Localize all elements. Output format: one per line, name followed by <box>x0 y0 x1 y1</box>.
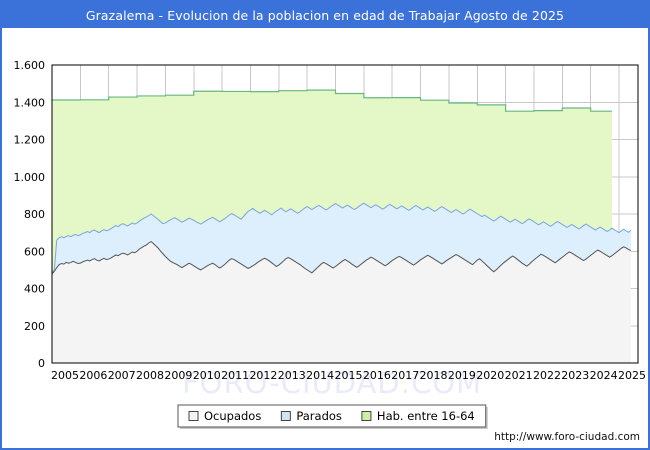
series-layer <box>51 89 632 363</box>
legend-swatch-3 <box>361 411 372 421</box>
x-axis-tick-label: 2022 <box>533 369 561 382</box>
y-axis-labels: 0 200 400 600 800 1.000 1.200 1.400 1.600 <box>14 59 46 370</box>
chart-area: FORO-CIUDAD.COM 0 200 400 600 800 1.000 1.200 1… <box>2 28 648 448</box>
y-axis-tick-label: 400 <box>24 283 45 296</box>
x-axis-tick-label: 2007 <box>108 369 136 382</box>
y-axis-tick-label: 600 <box>24 245 45 258</box>
x-axis-tick-label: 2019 <box>448 369 476 382</box>
plot-border <box>51 64 639 364</box>
source-url: http://www.foro-ciudad.com <box>494 431 640 443</box>
legend-label-3: Hab. entre 16-64 <box>377 409 475 423</box>
series-area-parados <box>52 203 631 274</box>
y-axis-tick-label: 1.200 <box>14 134 46 147</box>
series-line-ocupados <box>51 240 632 275</box>
y-axis-tick-label: 0 <box>38 357 45 370</box>
x-axis-tick-label: 2021 <box>505 369 533 382</box>
y-axis-tick-label: 1.600 <box>14 59 46 72</box>
y-axis-tick-label: 1.400 <box>14 96 46 109</box>
x-axis-tick-label: 2005 <box>51 369 79 382</box>
x-axis-tick-label: 2006 <box>79 369 107 382</box>
x-axis-tick-label: 2011 <box>221 369 249 382</box>
series-line-parados <box>51 202 632 274</box>
x-axis-tick-label: 2014 <box>306 369 334 382</box>
x-axis-labels: 2005 2006 2007 2008 2009 2010 2011 2012 2013 2014… <box>51 369 646 382</box>
x-axis-tick-label: 2013 <box>278 369 306 382</box>
x-axis-tick-label: 2023 <box>561 369 589 382</box>
legend-box <box>177 404 487 428</box>
watermark: FORO-CIUDAD.COM <box>182 366 482 400</box>
x-axis-tick-label: 2015 <box>335 369 363 382</box>
y-axis-tick-label: 200 <box>24 320 45 333</box>
x-axis-tick-label: 2020 <box>476 369 504 382</box>
x-axis-tick-label: 2018 <box>420 369 448 382</box>
population-area-chart: FORO-CIUDAD.COM 0 200 400 600 800 1.000 1.200 1… <box>14 59 647 443</box>
x-axis-tick-label: 2012 <box>249 369 277 382</box>
x-axis-tick-label: 2010 <box>193 369 221 382</box>
series-area-ocupados <box>52 241 631 363</box>
watermark-text: FORO-CIUDAD.COM <box>182 366 482 400</box>
window-title-bar: Grazalema - Evolucion de la poblacion en… <box>2 2 648 28</box>
x-axis-tick-label: 2016 <box>363 369 391 382</box>
legend-label-1: Ocupados <box>204 409 261 423</box>
legend-swatch-1 <box>188 411 199 421</box>
y-axis-tick-label: 1.000 <box>14 171 46 184</box>
x-axis-tick-label: 2025 <box>618 369 646 382</box>
series-line-hab-16-64 <box>52 89 612 112</box>
page-title: Grazalema - Evolucion de la poblacion en… <box>85 7 565 23</box>
x-axis-tick-label: 2017 <box>391 369 419 382</box>
legend-swatch-2 <box>280 411 291 421</box>
legend-label-2: Parados <box>296 409 342 423</box>
y-axis-tick-label: 800 <box>24 208 45 221</box>
x-axis-tick-label: 2024 <box>590 369 618 382</box>
chart-legend: Ocupados Parados Hab. entre 16-64 <box>177 404 488 429</box>
x-axis-tick-label: 2009 <box>164 369 192 382</box>
x-axis-tick-label: 2008 <box>136 369 164 382</box>
